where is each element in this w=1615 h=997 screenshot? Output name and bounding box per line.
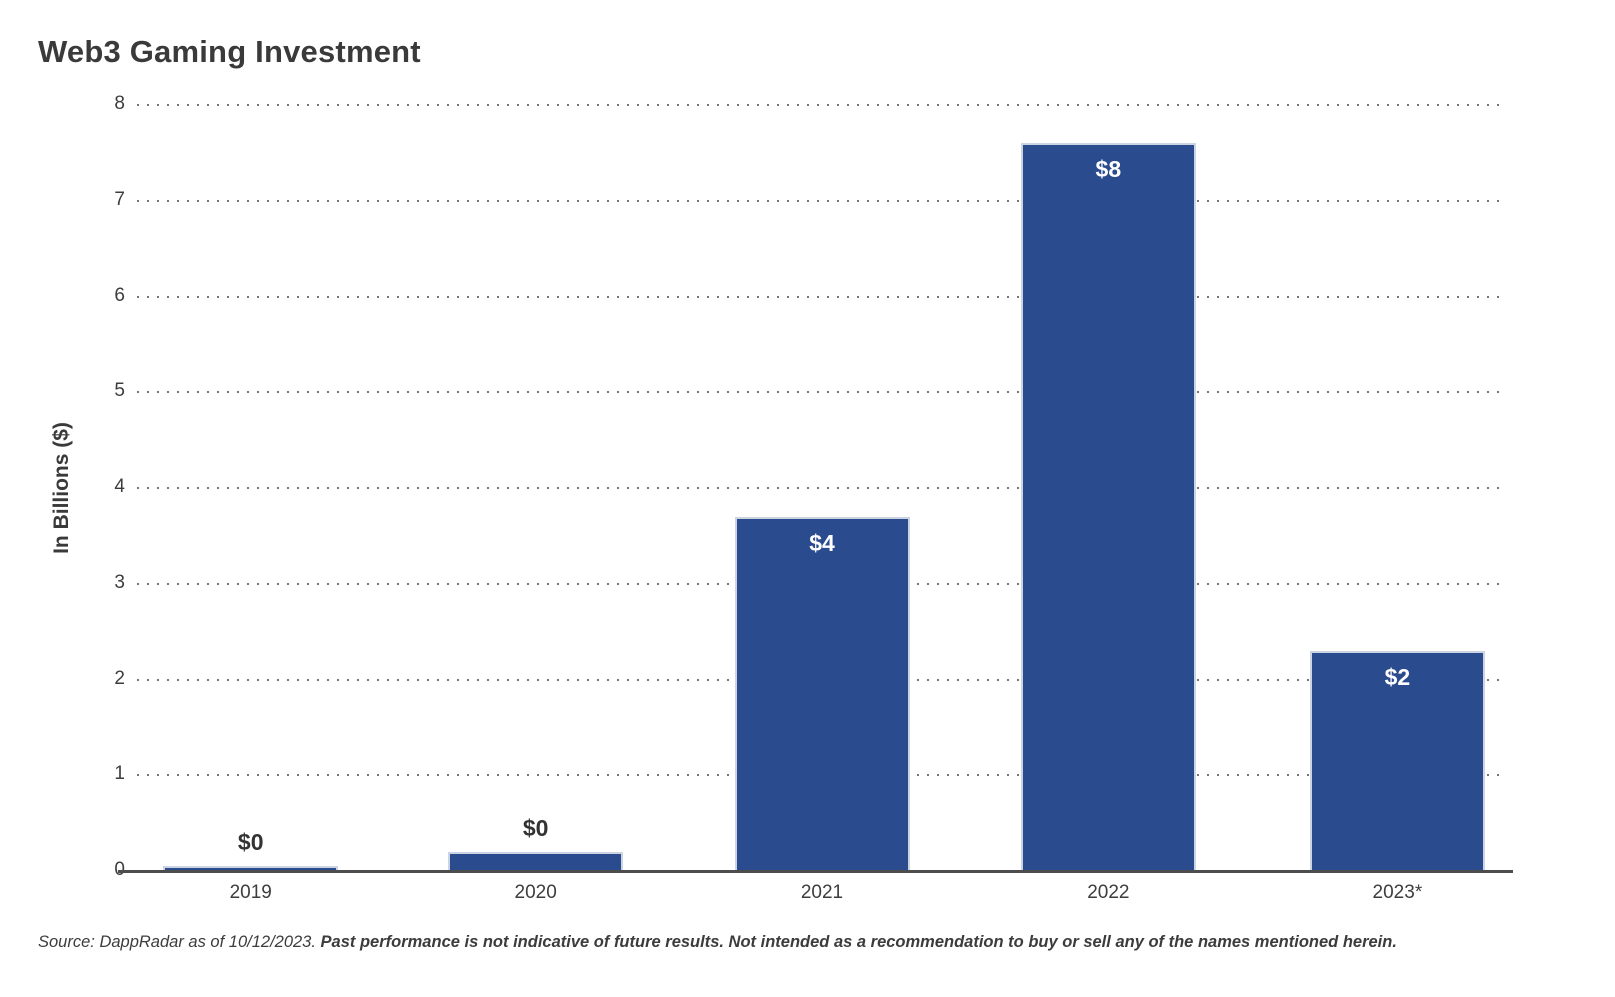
gridline-4	[137, 487, 1507, 489]
bar-2022	[1020, 143, 1196, 871]
x-axis-line	[118, 869, 1513, 873]
source-footnote: Source: DappRadar as of 10/12/2023. Past…	[38, 932, 1583, 953]
bar-2023	[1309, 650, 1485, 871]
x-tick-label-2022: 2022	[1087, 882, 1130, 903]
y-tick-label-4: 4	[114, 476, 125, 497]
bar-value-label-2021: $4	[809, 529, 835, 556]
source-text: Source: DappRadar as of 10/12/2023.	[38, 933, 321, 951]
x-tick-label-2019: 2019	[229, 882, 272, 903]
y-tick-label-5: 5	[114, 380, 125, 402]
bar-value-label-2019: $0	[237, 829, 264, 856]
y-tick-label-2: 2	[114, 667, 125, 689]
gridline-7	[137, 199, 1507, 202]
x-tick-label-2021: 2021	[800, 882, 844, 903]
y-tick-label-8: 8	[114, 93, 125, 114]
gridline-5	[137, 391, 1507, 394]
gridline-8	[137, 104, 1507, 106]
y-tick-label-7: 7	[114, 188, 125, 210]
disclaimer-text: Past performance is not indicative of fu…	[320, 933, 1397, 951]
y-tick-label-6: 6	[114, 284, 125, 306]
bar-value-label-2020: $0	[522, 814, 549, 841]
bar-2020	[448, 851, 624, 871]
x-tick-label-2023: 2023*	[1372, 882, 1423, 903]
bar-value-label-2023: $2	[1384, 663, 1411, 690]
bar-2021	[734, 516, 910, 871]
bar-2019	[163, 866, 339, 871]
chart-title: Web3 Gaming Investment	[38, 34, 421, 69]
x-tick-label-2020: 2020	[514, 882, 557, 903]
gridline-6	[137, 295, 1507, 298]
y-tick-label-1: 1	[114, 763, 125, 785]
y-tick-label-0: 0	[0, 859, 125, 881]
bar-value-label-2022: $8	[1095, 156, 1122, 183]
y-tick-label-3: 3	[114, 571, 125, 593]
